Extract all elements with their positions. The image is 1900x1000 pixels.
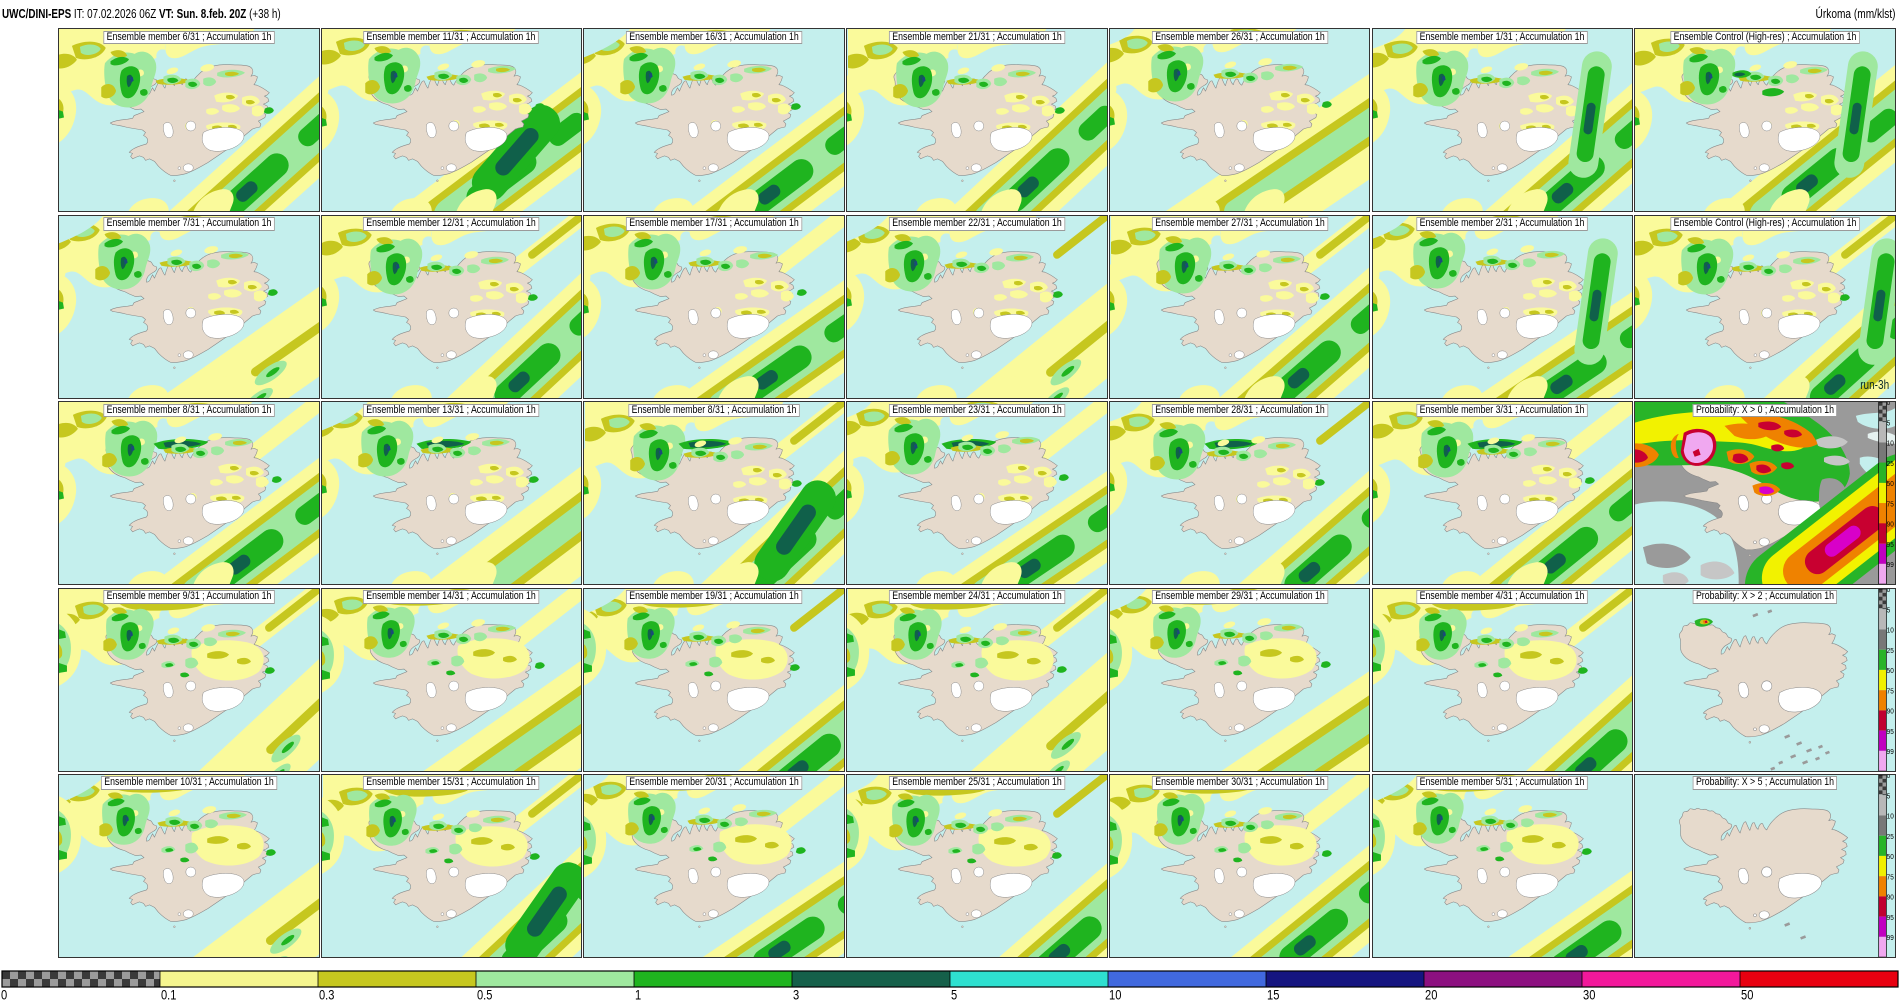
svg-text:99: 99: [1887, 934, 1894, 942]
svg-text:50: 50: [1887, 667, 1894, 675]
svg-text:5: 5: [1887, 792, 1891, 800]
svg-text:0: 0: [1887, 589, 1891, 594]
svg-text:50: 50: [1887, 853, 1894, 861]
svg-text:50: 50: [1887, 480, 1894, 488]
svg-text:5: 5: [951, 987, 957, 1000]
svg-text:90: 90: [1887, 521, 1894, 529]
svg-text:15: 15: [1267, 987, 1279, 1000]
svg-text:0.1: 0.1: [161, 987, 176, 1000]
svg-text:90: 90: [1887, 707, 1894, 715]
svg-text:0.5: 0.5: [477, 987, 492, 1000]
svg-text:95: 95: [1887, 727, 1894, 735]
svg-text:3: 3: [793, 987, 799, 1000]
svg-text:10: 10: [1109, 987, 1121, 1000]
svg-text:10: 10: [1887, 813, 1894, 821]
svg-text:5: 5: [1887, 606, 1891, 614]
svg-text:99: 99: [1887, 561, 1894, 569]
svg-text:75: 75: [1887, 500, 1894, 508]
svg-text:95: 95: [1887, 914, 1894, 922]
svg-text:25: 25: [1887, 646, 1894, 654]
svg-text:99: 99: [1887, 748, 1894, 756]
svg-text:0: 0: [1, 987, 7, 1000]
svg-text:5: 5: [1887, 420, 1891, 428]
svg-text:10: 10: [1887, 440, 1894, 448]
svg-text:0: 0: [1887, 402, 1891, 407]
svg-text:20: 20: [1425, 987, 1437, 1000]
svg-text:0.3: 0.3: [319, 987, 334, 1000]
svg-text:95: 95: [1887, 541, 1894, 549]
svg-text:30: 30: [1583, 987, 1595, 1000]
svg-text:75: 75: [1887, 873, 1894, 881]
svg-text:10: 10: [1887, 626, 1894, 634]
svg-text:25: 25: [1887, 833, 1894, 841]
svg-text:50: 50: [1741, 987, 1753, 1000]
svg-text:1: 1: [635, 987, 641, 1000]
svg-text:0: 0: [1887, 775, 1891, 780]
svg-text:75: 75: [1887, 687, 1894, 695]
svg-text:90: 90: [1887, 893, 1894, 901]
svg-text:25: 25: [1887, 460, 1894, 468]
